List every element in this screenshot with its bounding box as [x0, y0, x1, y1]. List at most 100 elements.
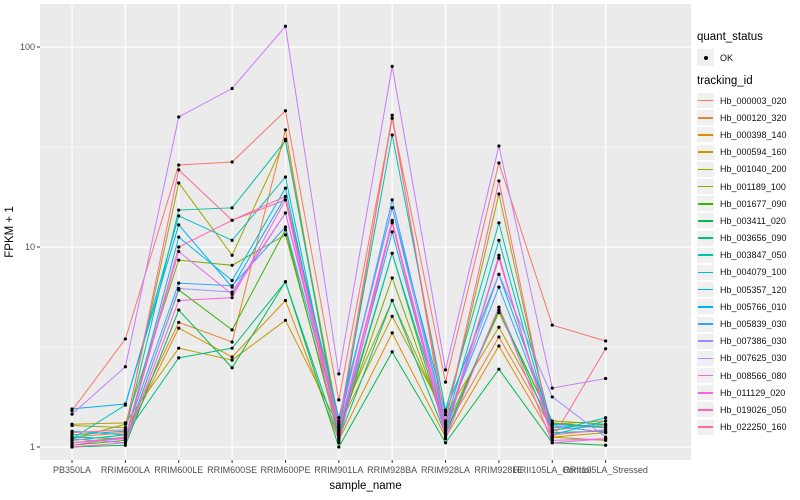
x-tick-label: RRIM928LA	[421, 465, 470, 475]
legend-item-tracking: Hb_005766_010	[697, 298, 787, 315]
data-point	[337, 445, 341, 449]
data-point	[390, 116, 394, 120]
legend: quant_status OK tracking_id Hb_000003_02…	[694, 0, 800, 500]
data-point	[177, 286, 181, 291]
data-point	[283, 280, 288, 284]
legend-item-tracking: Hb_001040_200	[697, 161, 787, 178]
legend-item-label: Hb_000003_020	[720, 95, 787, 106]
x-tick-label: RRIM600LA	[101, 465, 150, 475]
series-color-line-icon	[698, 426, 713, 428]
legend-item-tracking: Hb_003847_050	[697, 247, 787, 264]
legend-item-tracking: Hb_011129_020	[697, 384, 787, 401]
data-point	[443, 433, 448, 437]
data-point	[283, 318, 288, 322]
data-point	[604, 428, 608, 432]
data-point	[177, 163, 181, 167]
data-point	[443, 413, 448, 417]
data-point	[497, 238, 501, 242]
line-key-swatch	[697, 368, 714, 384]
data-point	[230, 340, 234, 344]
data-point	[390, 251, 394, 255]
data-point	[230, 346, 234, 350]
line-key-swatch	[697, 350, 714, 366]
data-point	[337, 422, 341, 426]
data-point	[177, 298, 181, 303]
legend-item-label: Hb_005839_030	[720, 319, 787, 330]
series-color-line-icon	[698, 323, 713, 325]
legend-item-label: Hb_003847_050	[720, 250, 787, 261]
data-point	[230, 160, 234, 164]
data-point	[283, 128, 288, 132]
data-point	[497, 308, 501, 312]
data-point	[497, 256, 501, 260]
data-point	[177, 326, 181, 330]
series-color-line-icon	[698, 168, 713, 171]
data-point	[177, 346, 181, 350]
data-point	[550, 429, 554, 433]
data-point	[390, 314, 394, 318]
data-point	[177, 249, 181, 254]
series-color-line-icon	[698, 340, 713, 343]
x-tick-label: RRIM928LE	[474, 465, 523, 475]
data-point	[497, 272, 501, 276]
data-point	[390, 350, 394, 354]
legend-item-tracking: Hb_007386_030	[697, 333, 787, 350]
data-point	[497, 335, 501, 339]
point-key-swatch	[697, 49, 714, 66]
legend-item-label: Hb_022250_160	[720, 422, 787, 433]
legend-item-tracking: Hb_000003_020	[697, 92, 787, 109]
series-color-line-icon	[698, 151, 713, 153]
line-key-swatch	[697, 299, 714, 315]
legend-item-tracking: Hb_005839_030	[697, 315, 787, 332]
data-point	[70, 437, 74, 441]
data-point	[230, 86, 234, 91]
line-key-swatch	[697, 161, 714, 177]
data-point	[283, 298, 288, 303]
legend-item-tracking: Hb_004079_100	[697, 264, 787, 281]
line-key-swatch	[697, 402, 714, 418]
data-point	[550, 323, 554, 327]
data-point	[230, 296, 234, 300]
legend-item-tracking: Hb_001677_090	[697, 195, 787, 212]
data-point	[390, 64, 394, 68]
x-tick-label: RRII105LA_Stressed	[563, 465, 648, 475]
legend-item-tracking: Hb_007625_030	[697, 350, 787, 367]
data-point	[123, 402, 127, 406]
legend-title-quant-status: quant_status	[697, 31, 763, 43]
series-color-line-icon	[698, 357, 713, 360]
data-point	[283, 233, 288, 237]
data-point	[497, 285, 501, 289]
data-point	[497, 221, 501, 225]
data-point	[230, 278, 234, 283]
line-key-swatch	[697, 110, 714, 126]
data-point	[443, 419, 448, 423]
line-key-swatch	[697, 264, 714, 280]
data-point	[604, 437, 608, 441]
data-point	[443, 426, 448, 430]
data-point	[283, 186, 288, 190]
data-point	[550, 433, 554, 437]
line-key-swatch	[697, 419, 714, 435]
x-tick-label: RRII105LA_Control	[513, 465, 591, 475]
data-point	[230, 253, 234, 257]
data-point	[497, 179, 501, 183]
data-point	[604, 422, 608, 426]
series-color-line-icon	[698, 202, 713, 205]
x-tick-label: RRIM600SE	[207, 465, 257, 475]
line-key-swatch	[697, 213, 714, 229]
data-point	[337, 437, 341, 441]
data-point	[604, 431, 608, 435]
data-point	[177, 245, 181, 249]
data-point	[390, 331, 394, 335]
data-point	[497, 253, 501, 257]
data-point	[177, 320, 181, 324]
legend-item-label: Hb_005766_010	[720, 301, 787, 312]
line-key-swatch	[697, 282, 714, 298]
data-point	[550, 386, 554, 390]
legend-item-label: Hb_008566_080	[720, 370, 787, 381]
data-point	[123, 428, 127, 432]
legend-item-label: Hb_000120_320	[720, 112, 787, 123]
data-point	[604, 416, 608, 420]
